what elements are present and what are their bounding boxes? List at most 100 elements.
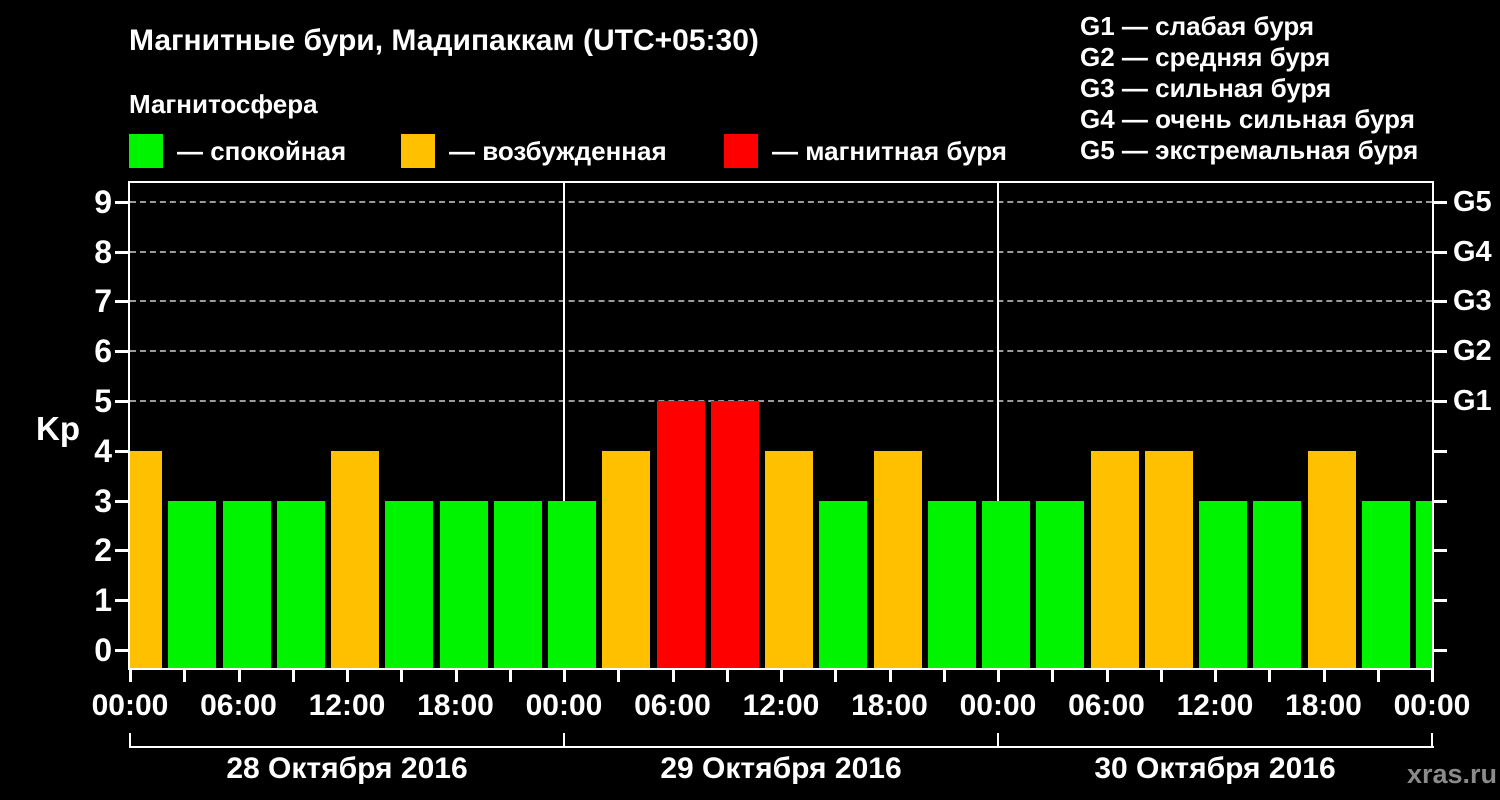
y-tick-right <box>1434 400 1447 403</box>
kp-bar-h6 <box>222 500 271 668</box>
kp-bar-h36 <box>765 450 813 668</box>
x-tick <box>834 669 838 682</box>
y-tick-label: 0 <box>94 632 112 668</box>
x-tick <box>671 669 675 682</box>
y-tick-right <box>1434 350 1447 354</box>
y-tick-left <box>115 350 128 354</box>
g-axis-label-g2: G2 <box>1453 335 1492 368</box>
x-tick <box>997 669 1000 682</box>
date-bracket-tick <box>129 733 131 748</box>
x-tick <box>617 669 621 682</box>
y-tick-label: 2 <box>94 532 112 569</box>
kp-bar-h48 <box>982 500 1030 668</box>
kp-bar-h21 <box>493 500 542 668</box>
kp-bar-h39 <box>819 500 868 668</box>
kp-bar-h18 <box>439 500 488 668</box>
x-tick-label: 00:00 <box>525 689 603 722</box>
date-bracket-tick <box>1431 733 1433 748</box>
x-tick <box>291 669 295 682</box>
g-legend-line: G1 — слабая буря <box>1080 11 1315 41</box>
y-tick-label: 8 <box>94 233 112 270</box>
kp-bar-h9 <box>276 500 325 668</box>
excited-legend-label: — возбужденная <box>449 136 667 166</box>
g-axis-label-g1: G1 <box>1453 385 1492 417</box>
day-separator <box>563 183 565 668</box>
y-tick-left <box>115 250 128 254</box>
kp-bar-h33 <box>710 401 759 668</box>
excited-legend-swatch <box>401 134 435 168</box>
y-tick-right <box>1434 549 1447 553</box>
y-tick-label: 5 <box>94 383 112 419</box>
kp-bar-h0 <box>130 450 162 668</box>
y-tick-left <box>115 400 128 403</box>
g-axis-label-g5: G5 <box>1453 185 1492 218</box>
kp-bar-h72 <box>1416 500 1432 668</box>
gridline-kp6 <box>130 350 1432 353</box>
date-label: 28 Октября 2016 <box>226 752 468 785</box>
y-tick-left <box>115 200 128 204</box>
x-tick-label: 00:00 <box>959 689 1037 722</box>
x-tick <box>1322 669 1326 682</box>
y-tick-right <box>1434 599 1447 603</box>
g-legend-line: G3 — сильная буря <box>1080 73 1332 103</box>
y-tick-left <box>115 499 128 503</box>
x-tick <box>237 669 241 682</box>
x-tick <box>780 669 783 682</box>
kp-bar-h3 <box>168 500 217 668</box>
y-tick-label: 9 <box>94 183 112 220</box>
x-tick-label: 06:00 <box>200 689 277 722</box>
kp-bar-h51 <box>1036 500 1085 668</box>
gridline-kp9 <box>130 200 1432 203</box>
x-tick-label: 00:00 <box>91 689 169 722</box>
g-legend-line: G4 — очень сильная буря <box>1080 104 1415 134</box>
x-tick-label: 06:00 <box>634 689 711 722</box>
x-tick <box>1431 669 1434 682</box>
g-axis-label-g4: G4 <box>1453 235 1492 268</box>
x-tick <box>725 669 729 682</box>
y-tick-label: 7 <box>94 283 112 320</box>
date-bracket-tick <box>563 733 565 748</box>
date-label: 30 Октября 2016 <box>1094 752 1336 785</box>
kp-bar-h45 <box>927 500 976 668</box>
y-tick-label: 6 <box>94 333 112 370</box>
x-tick <box>1105 669 1109 682</box>
x-tick-label: 18:00 <box>1285 689 1362 722</box>
date-bracket-tick <box>997 733 999 748</box>
quiet-legend-swatch <box>129 134 163 168</box>
day-separator <box>997 183 999 668</box>
x-tick <box>1159 669 1163 682</box>
x-tick <box>129 669 132 682</box>
y-tick-right <box>1434 200 1447 204</box>
gridline-kp7 <box>130 300 1432 303</box>
kp-bar-h60 <box>1199 500 1247 668</box>
date-label: 29 Октября 2016 <box>660 752 902 785</box>
y-tick-left <box>115 449 128 453</box>
x-tick-label: 06:00 <box>1068 689 1145 722</box>
kp-bar-h54 <box>1090 450 1139 668</box>
y-tick-left <box>115 599 128 603</box>
x-tick <box>888 669 892 682</box>
kp-bar-h27 <box>602 450 651 668</box>
x-tick-label: 12:00 <box>308 689 386 722</box>
gridline-kp8 <box>130 250 1432 253</box>
y-tick-label: 4 <box>94 432 112 469</box>
x-tick <box>1051 669 1055 682</box>
g-axis-label-g3: G3 <box>1453 285 1492 318</box>
y-tick-right <box>1434 300 1447 304</box>
kp-bar-h24 <box>548 500 596 668</box>
kp-bar-h66 <box>1307 450 1356 668</box>
y-tick-label: 1 <box>94 582 112 619</box>
kp-bar-h69 <box>1361 500 1410 668</box>
date-bracket-line <box>130 746 1434 748</box>
storm-legend-swatch <box>724 134 758 168</box>
page-title: Магнитные бури, Мадипаккам (UTC+05:30) <box>129 24 759 57</box>
quiet-legend-label: — спокойная <box>177 136 347 166</box>
x-tick <box>942 669 946 682</box>
y-tick-left <box>115 300 128 304</box>
kp-axis-title: Kp <box>36 410 80 447</box>
kp-bar-h15 <box>385 500 434 668</box>
y-tick-label: 3 <box>94 482 112 519</box>
y-tick-left <box>115 649 128 652</box>
watermark: xras.ru <box>1406 759 1497 789</box>
x-tick-label: 00:00 <box>1393 689 1471 722</box>
